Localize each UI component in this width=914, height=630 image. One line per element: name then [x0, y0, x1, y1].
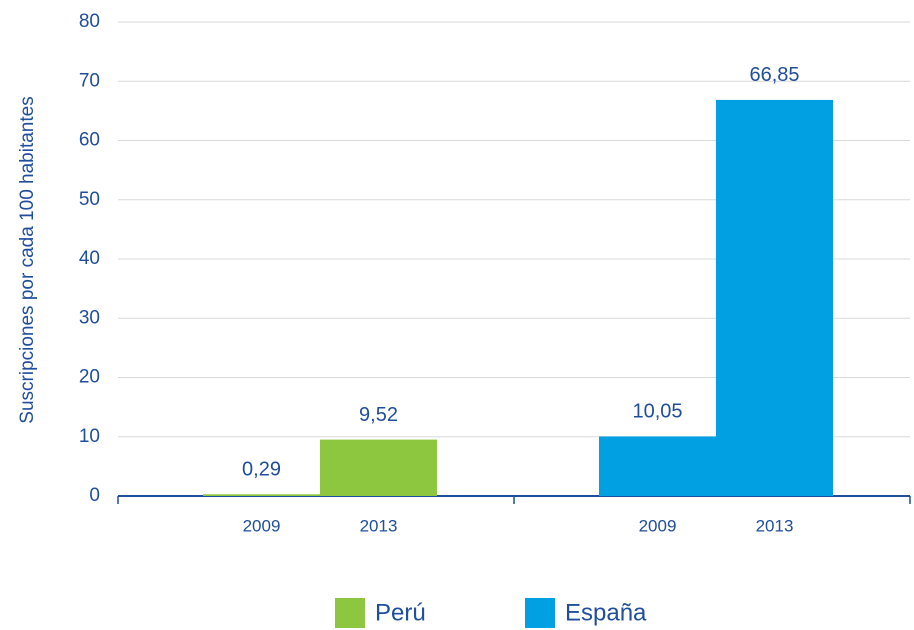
y-tick-label: 30: [79, 307, 100, 328]
value-label: 66,85: [749, 64, 799, 86]
value-label: 0,29: [242, 459, 281, 481]
value-label: 9,52: [359, 404, 398, 426]
y-tick-label: 60: [79, 130, 100, 151]
bar: [320, 439, 437, 496]
y-tick-label: 10: [79, 426, 100, 447]
x-tick-label: 2013: [756, 516, 794, 535]
y-tick-label: 50: [79, 189, 100, 210]
x-tick-label: 2013: [360, 516, 398, 535]
bar: [599, 436, 716, 496]
bar: [203, 494, 320, 496]
legend-swatch: [335, 598, 365, 628]
bar: [716, 99, 833, 496]
y-tick-label: 70: [79, 70, 100, 91]
x-tick-label: 2009: [243, 516, 281, 535]
legend-swatch: [525, 598, 555, 628]
y-tick-label: 80: [79, 11, 100, 32]
y-tick-label: 20: [79, 367, 100, 388]
y-tick-label: 0: [89, 485, 100, 506]
y-tick-label: 40: [79, 248, 100, 269]
x-tick-label: 2009: [639, 516, 677, 535]
value-label: 10,05: [632, 401, 682, 423]
legend-label: Perú: [375, 599, 426, 626]
legend-label: España: [565, 599, 647, 626]
y-axis-label: Suscripciones por cada 100 habitantes: [17, 96, 38, 423]
